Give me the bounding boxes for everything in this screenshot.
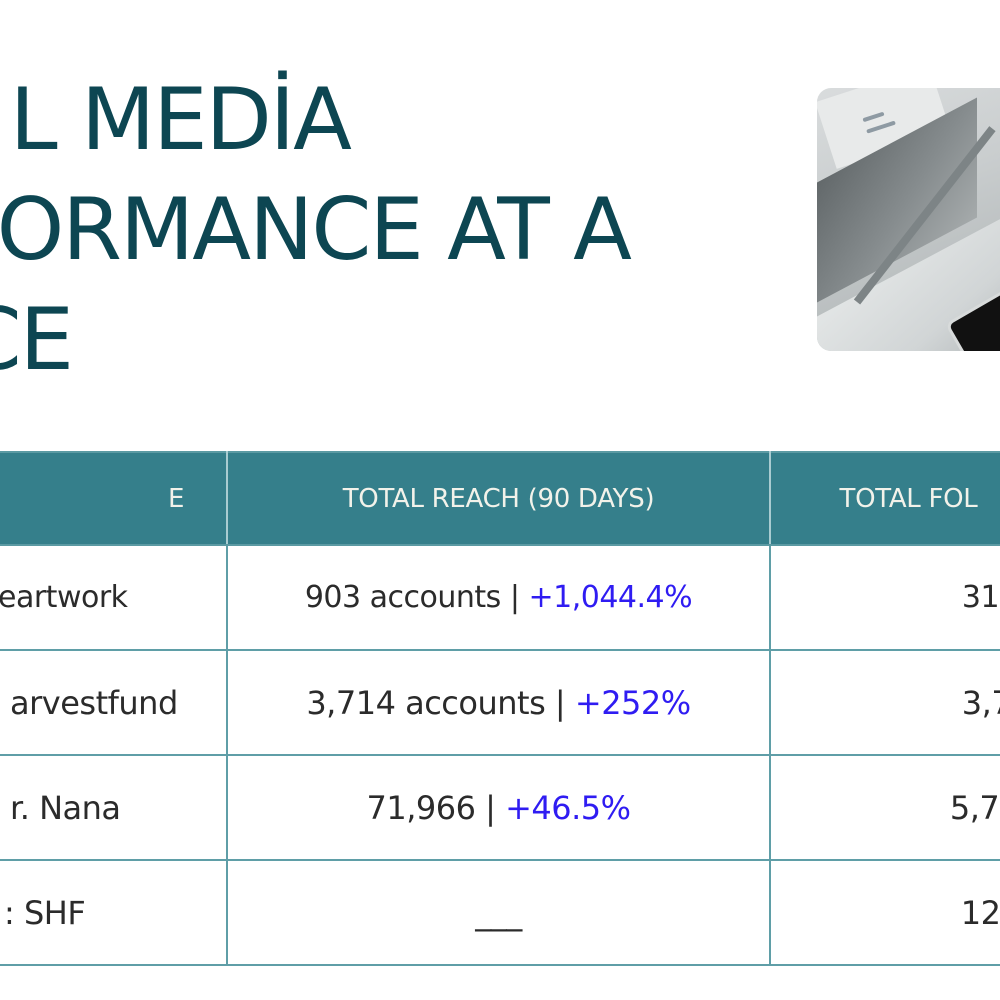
column-header-total-followers: TOTAL FOL [769, 451, 1000, 546]
page-name-cell: arvestfund [0, 649, 228, 756]
table-row: eartwork 903 accounts | +1,044.4% 31 [0, 544, 1000, 651]
reach-cell: 903 accounts | +1,044.4% [226, 544, 771, 651]
title-line-1: L MEDİA [9, 70, 352, 170]
empty-value-placeholder: ___ [475, 893, 522, 932]
table-row: : SHF ___ 123 [0, 859, 1000, 966]
table-header-row: E TOTAL REACH (90 DAYS) TOTAL FOL [0, 451, 1000, 546]
table-row: r. Nana 71,966 | +46.5% 5,76 [0, 754, 1000, 861]
column-header-total-reach: TOTAL REACH (90 DAYS) [226, 451, 771, 546]
reach-cell: 3,714 accounts | +252% [226, 649, 771, 756]
page-name-cell: r. Nana [0, 754, 228, 861]
followers-cell: 123 [769, 859, 1000, 966]
page-name-cell: eartwork [0, 544, 228, 651]
table-row: arvestfund 3,714 accounts | +252% 3,7 [0, 649, 1000, 756]
title-line-3: CE [0, 290, 74, 390]
followers-cell: 31 [769, 544, 1000, 651]
reach-change: +1,044.4% [528, 580, 693, 615]
performance-table-container: E TOTAL REACH (90 DAYS) TOTAL FOL eartwo… [0, 451, 1000, 966]
page-name-cell: : SHF [0, 859, 228, 966]
title-line-2: ORMANCE AT A [0, 180, 632, 280]
followers-cell: 3,7 [769, 649, 1000, 756]
performance-table: E TOTAL REACH (90 DAYS) TOTAL FOL eartwo… [0, 451, 1000, 966]
reach-cell: 71,966 | +46.5% [226, 754, 771, 861]
reach-cell: ___ [226, 859, 771, 966]
page-title: L MEDİA ORMANCE AT A CE [0, 65, 632, 395]
desk-laptop-photo [817, 88, 1000, 351]
reach-change: +252% [574, 683, 691, 722]
reach-change: +46.5% [505, 788, 631, 827]
column-header-page: E [0, 451, 228, 546]
followers-cell: 5,76 [769, 754, 1000, 861]
